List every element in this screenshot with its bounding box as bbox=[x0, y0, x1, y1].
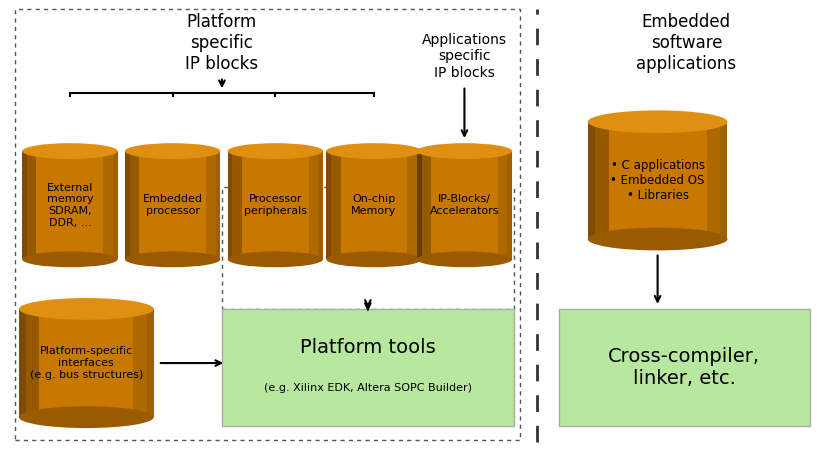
Bar bbox=[222, 187, 514, 309]
Bar bbox=[15, 9, 520, 440]
Bar bbox=[498, 151, 512, 259]
Bar bbox=[417, 151, 431, 259]
Text: Processor
peripherals: Processor peripherals bbox=[244, 194, 307, 216]
Bar bbox=[228, 151, 233, 259]
Bar bbox=[22, 151, 27, 259]
Ellipse shape bbox=[22, 143, 118, 159]
Ellipse shape bbox=[417, 143, 512, 159]
Bar bbox=[309, 151, 323, 259]
Ellipse shape bbox=[228, 143, 323, 159]
Bar bbox=[326, 151, 340, 259]
Bar bbox=[222, 309, 514, 426]
Bar bbox=[22, 151, 36, 259]
Ellipse shape bbox=[588, 110, 727, 133]
Bar bbox=[125, 151, 139, 259]
Bar bbox=[22, 151, 118, 259]
Bar bbox=[19, 309, 154, 417]
Bar bbox=[228, 151, 323, 259]
Text: Embedded
software
applications: Embedded software applications bbox=[636, 13, 737, 73]
Text: Embedded
processor: Embedded processor bbox=[143, 194, 202, 216]
Bar bbox=[507, 151, 512, 259]
Text: IP-Blocks/
Accelerators: IP-Blocks/ Accelerators bbox=[430, 194, 499, 216]
Ellipse shape bbox=[22, 251, 118, 267]
Bar bbox=[318, 151, 323, 259]
Text: Platform tools: Platform tools bbox=[300, 338, 436, 357]
Bar bbox=[707, 122, 727, 239]
Ellipse shape bbox=[417, 251, 512, 267]
Bar bbox=[133, 309, 154, 417]
Bar bbox=[215, 151, 220, 259]
Ellipse shape bbox=[326, 251, 422, 267]
Ellipse shape bbox=[588, 228, 727, 250]
Text: (e.g. Xilinx EDK, Altera SOPC Builder): (e.g. Xilinx EDK, Altera SOPC Builder) bbox=[264, 383, 472, 393]
Bar bbox=[417, 151, 422, 259]
Bar bbox=[417, 151, 512, 259]
Text: External
memory
SDRAM,
DDR, ...: External memory SDRAM, DDR, ... bbox=[47, 183, 93, 228]
Text: Platform-specific
interfaces
(e.g. bus structures): Platform-specific interfaces (e.g. bus s… bbox=[30, 346, 143, 380]
Bar bbox=[588, 122, 595, 239]
Ellipse shape bbox=[19, 406, 154, 428]
Bar bbox=[408, 151, 422, 259]
Bar bbox=[326, 151, 331, 259]
Bar bbox=[125, 151, 220, 259]
Ellipse shape bbox=[125, 143, 220, 159]
Text: Cross-compiler,
linker, etc.: Cross-compiler, linker, etc. bbox=[608, 347, 760, 388]
Bar bbox=[228, 151, 242, 259]
Bar bbox=[417, 151, 422, 259]
Ellipse shape bbox=[228, 251, 323, 267]
Bar bbox=[104, 151, 118, 259]
Bar bbox=[147, 309, 154, 417]
Bar bbox=[588, 122, 727, 239]
Bar bbox=[19, 309, 39, 417]
Bar bbox=[559, 309, 810, 426]
Bar bbox=[588, 122, 608, 239]
Bar bbox=[113, 151, 118, 259]
Bar bbox=[19, 309, 25, 417]
Text: On-chip
Memory: On-chip Memory bbox=[351, 194, 397, 216]
Ellipse shape bbox=[326, 143, 422, 159]
Text: Platform
specific
IP blocks: Platform specific IP blocks bbox=[186, 13, 258, 73]
Bar bbox=[720, 122, 727, 239]
Ellipse shape bbox=[125, 251, 220, 267]
Ellipse shape bbox=[19, 298, 154, 320]
Text: Applications
specific
IP blocks: Applications specific IP blocks bbox=[422, 33, 507, 79]
Bar bbox=[206, 151, 220, 259]
Bar bbox=[125, 151, 130, 259]
Bar bbox=[326, 151, 422, 259]
Text: • C applications
• Embedded OS
• Libraries: • C applications • Embedded OS • Librari… bbox=[611, 159, 704, 202]
